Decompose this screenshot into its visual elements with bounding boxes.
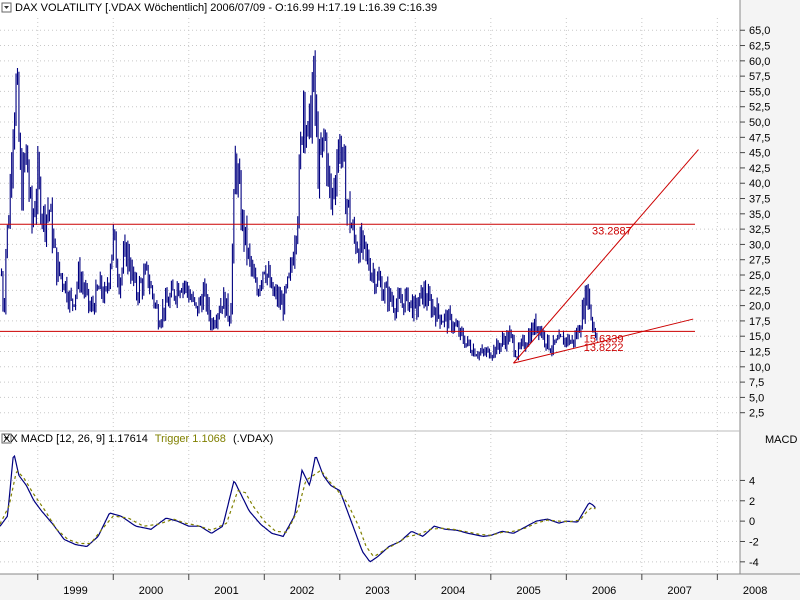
trigger-line	[0, 469, 596, 557]
macd-tick-label: 2	[749, 496, 755, 508]
price-tick-label: 40,0	[749, 178, 770, 190]
macd-title: XX MACD [12, 26, 9] 1.17614 Trigger 1.10…	[3, 433, 273, 445]
price-tick-label: 2,5	[749, 408, 764, 420]
x-tick-label: 1999	[63, 585, 87, 597]
macd-line	[0, 454, 596, 563]
price-tick-label: 42,5	[749, 163, 770, 175]
trendline-value-label: 13.8222	[584, 342, 624, 354]
price-tick-label: 5,0	[749, 392, 764, 404]
price-tick-label: 10,0	[749, 362, 770, 374]
price-tick-label: 20,0	[749, 301, 770, 313]
price-tick-label: 47,5	[749, 132, 770, 144]
x-tick-label: 2004	[441, 585, 465, 597]
macd-tick-label: 4	[749, 475, 755, 487]
macd-axis-label: MACD	[765, 434, 797, 446]
price-tick-label: 30,0	[749, 239, 770, 251]
price-tick-label: 25,0	[749, 270, 770, 282]
price-tick-label: 57,5	[749, 71, 770, 83]
price-tick-label: 35,0	[749, 209, 770, 221]
bottom-axis-panel	[0, 574, 800, 600]
price-tick-label: 50,0	[749, 117, 770, 129]
price-tick-label: 15,0	[749, 331, 770, 343]
trendlines	[513, 149, 699, 364]
macd-trigger-label: Trigger 1.1068	[155, 433, 226, 445]
macd-y-axis: 4 2 0 -2 -4	[740, 475, 759, 569]
price-tick-label: 65,0	[749, 25, 770, 37]
price-tick-label: 32,5	[749, 224, 770, 236]
price-tick-label: 55,0	[749, 86, 770, 98]
macd-tick-label: -4	[749, 557, 759, 569]
horizontal-lines: 33.2887	[0, 223, 695, 332]
x-tick-label: 2007	[667, 585, 691, 597]
chart-menu-icon[interactable]	[1, 2, 12, 13]
right-axis-panel	[740, 0, 800, 600]
price-tick-label: 12,5	[749, 347, 770, 359]
price-tick-label: 22,5	[749, 285, 770, 297]
price-tick-label: 52,5	[749, 102, 770, 114]
price-tick-label: 27,5	[749, 255, 770, 267]
x-tick-label: 2001	[214, 585, 238, 597]
macd-symbol-label: (.VDAX)	[233, 433, 273, 445]
x-tick-label: 2002	[290, 585, 314, 597]
x-tick-label: 2005	[516, 585, 540, 597]
macd-title-text: XX MACD [12, 26, 9] 1.17614	[3, 433, 148, 445]
price-tick-label: 17,5	[749, 316, 770, 328]
price-series	[0, 50, 598, 361]
x-tick-label: 2008	[743, 585, 767, 597]
macd-menu-icon[interactable]	[1, 433, 12, 444]
x-axis: 1999 2000 2001 2002 2003 2004 2005 2006 2007 2008	[37, 574, 767, 597]
price-y-axis: 65,0 62,5 60,0 57,5 55,0 52,5 50,0 47,5 45,0 42,5…	[740, 25, 770, 420]
x-tick-label: 2000	[139, 585, 163, 597]
macd-tick-label: 0	[749, 516, 755, 528]
price-title: DAX VOLATILITY [.VDAX Wöchentlich] 2006/…	[15, 2, 437, 14]
trendline	[513, 149, 699, 364]
price-tick-label: 62,5	[749, 41, 770, 53]
x-tick-label: 2006	[592, 585, 616, 597]
price-tick-label: 7,5	[749, 377, 764, 389]
price-tick-label: 37,5	[749, 194, 770, 206]
price-grid	[0, 18, 740, 572]
x-tick-label: 2003	[365, 585, 389, 597]
macd-tick-label: -2	[749, 536, 759, 548]
horizontal-line-label: 33.2887	[592, 225, 632, 237]
price-tick-label: 45,0	[749, 148, 770, 160]
price-tick-label: 60,0	[749, 56, 770, 68]
trendline	[513, 318, 694, 364]
trendline-value-label: 15.6339	[584, 334, 624, 346]
macd-series	[0, 454, 596, 563]
macd-grid	[0, 479, 740, 563]
